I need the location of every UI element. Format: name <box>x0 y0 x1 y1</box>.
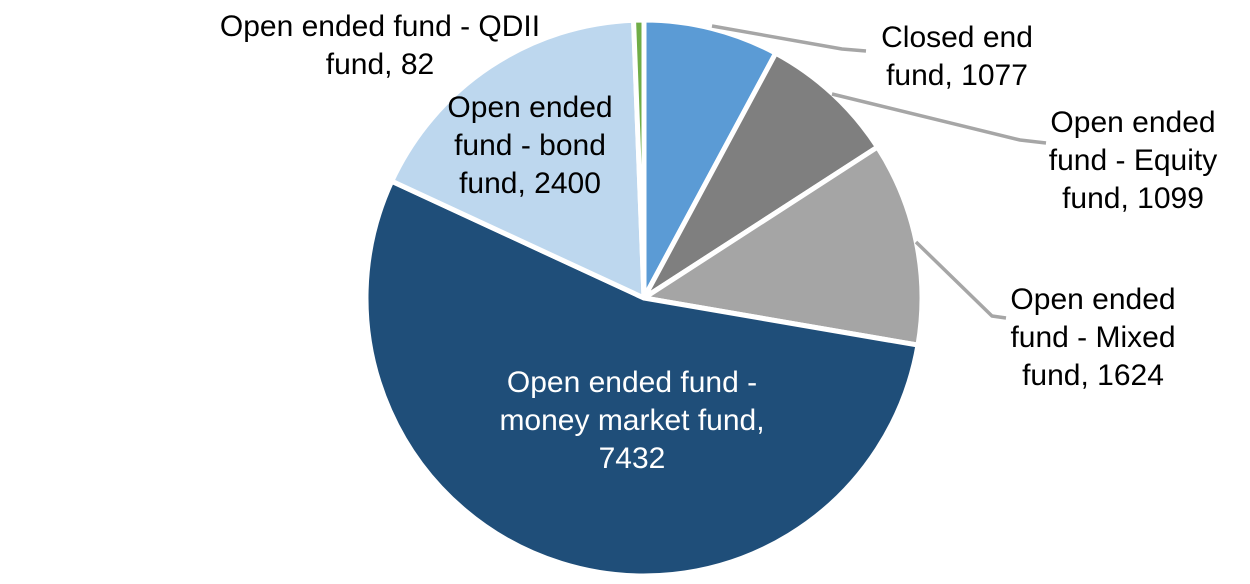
leader-line-open-ended-fund-mixed-fund <box>914 240 1007 320</box>
leader-line-closed-end-fund <box>711 24 867 53</box>
pie-slice-open-ended-fund-money-market-fund <box>363 178 921 579</box>
leader-line-open-ended-fund-equity-fund <box>831 92 1047 145</box>
pie-slice-open-ended-fund-qdii-fund <box>631 17 647 301</box>
pie-slice-closed-end-fund <box>641 17 779 301</box>
pie-slice-open-ended-fund-bond-fund <box>389 17 647 301</box>
